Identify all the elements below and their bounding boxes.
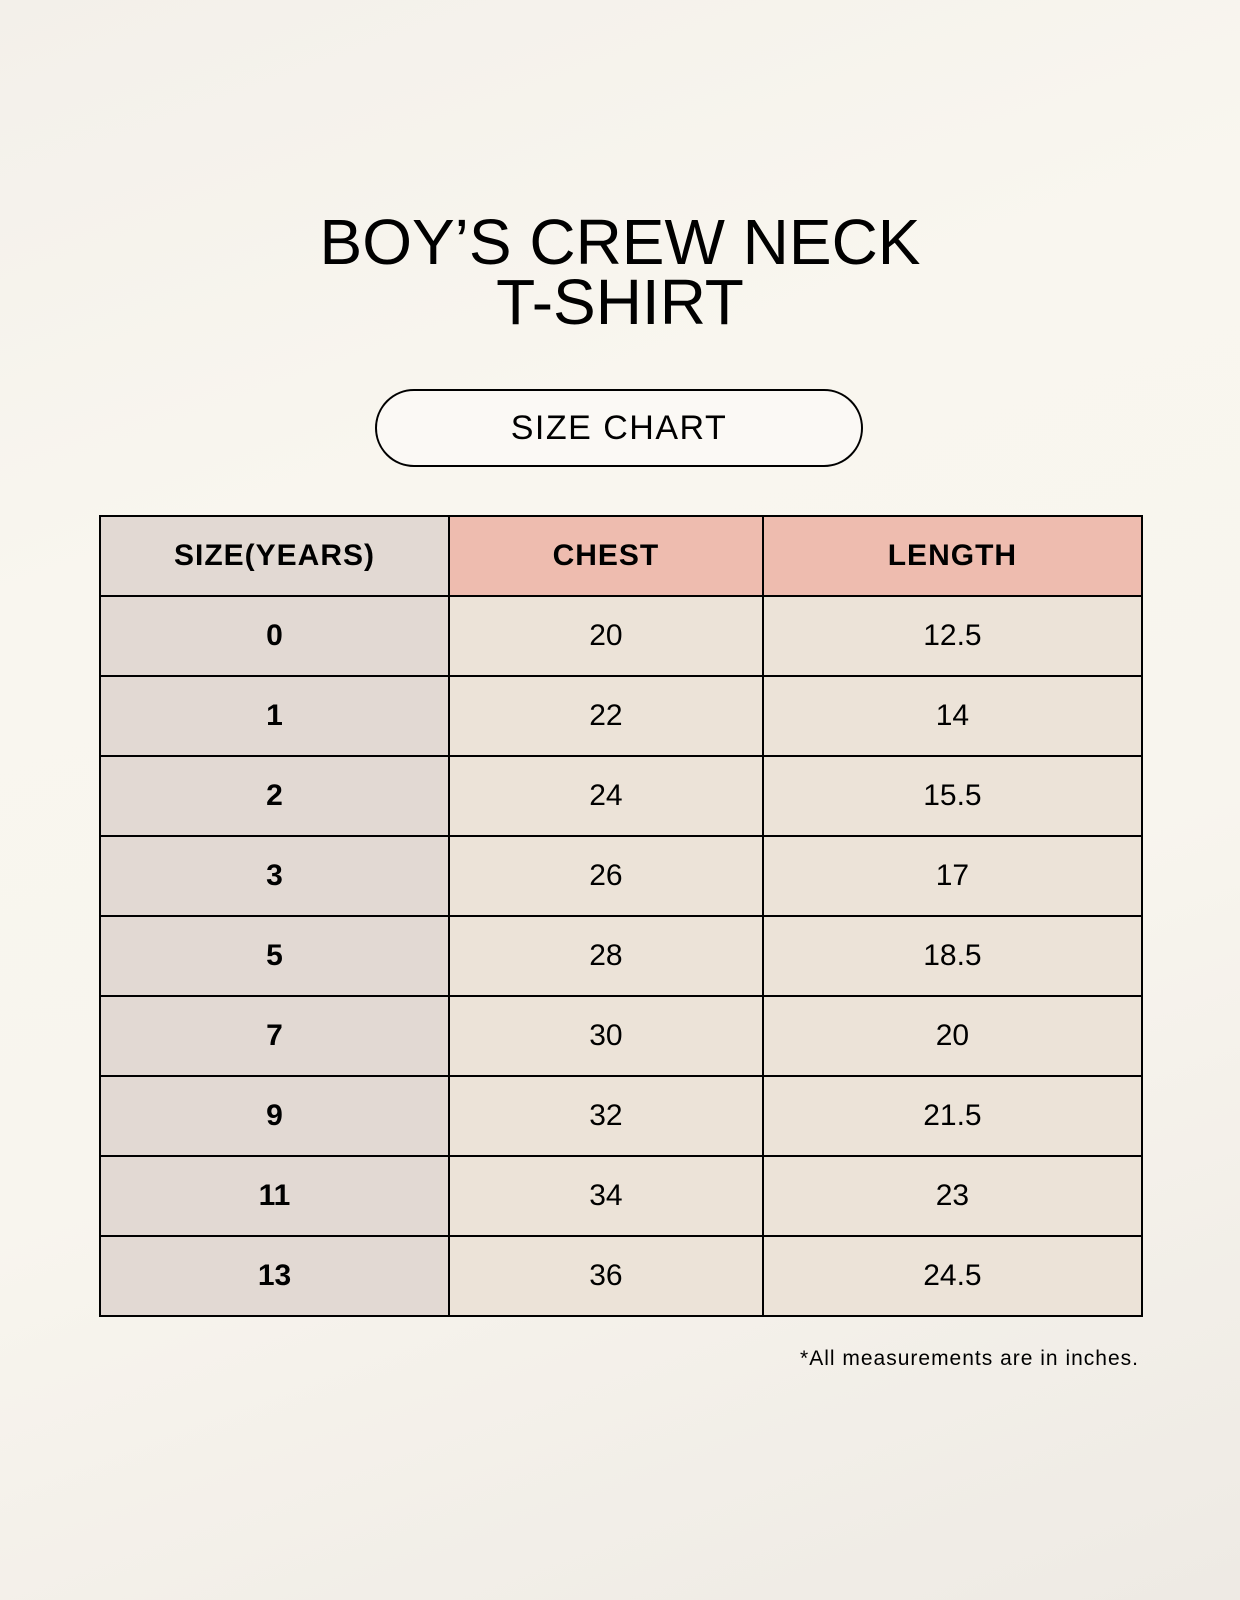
cell-size: 0: [99, 595, 450, 677]
page-title: BOY’S CREW NECK T-SHIRT: [0, 206, 1240, 338]
title-line-2: T-SHIRT: [496, 266, 744, 338]
cell-length: 24.5: [761, 1235, 1144, 1317]
cell-length: 18.5: [761, 915, 1144, 997]
table-row: 2 24 15.5: [99, 755, 1144, 837]
cell-chest: 34: [448, 1155, 764, 1237]
cell-length: 23: [761, 1155, 1144, 1237]
table-row: 3 26 17: [99, 835, 1144, 917]
table-row: 0 20 12.5: [99, 595, 1144, 677]
header-row: SIZE(YEARS) CHEST LENGTH: [99, 515, 1144, 597]
cell-chest: 28: [448, 915, 764, 997]
cell-chest: 24: [448, 755, 764, 837]
cell-chest: 30: [448, 995, 764, 1077]
cell-length: 21.5: [761, 1075, 1144, 1157]
cell-chest: 36: [448, 1235, 764, 1317]
cell-chest: 20: [448, 595, 764, 677]
table-row: 1 22 14: [99, 675, 1144, 757]
cell-chest: 22: [448, 675, 764, 757]
table-row: 13 36 24.5: [99, 1235, 1144, 1317]
header-size: SIZE(YEARS): [99, 515, 450, 597]
table-row: 7 30 20: [99, 995, 1144, 1077]
cell-length: 15.5: [761, 755, 1144, 837]
cell-chest: 26: [448, 835, 764, 917]
cell-size: 2: [99, 755, 450, 837]
cell-length: 17: [761, 835, 1144, 917]
header-length: LENGTH: [761, 515, 1144, 597]
header-chest: CHEST: [448, 515, 764, 597]
size-chart-badge: SIZE CHART: [375, 389, 863, 467]
cell-length: 12.5: [761, 595, 1144, 677]
cell-size: 13: [99, 1235, 450, 1317]
cell-chest: 32: [448, 1075, 764, 1157]
title-line-1: BOY’S CREW NECK: [319, 206, 921, 278]
cell-size: 7: [99, 995, 450, 1077]
cell-size: 11: [99, 1155, 450, 1237]
cell-size: 3: [99, 835, 450, 917]
cell-size: 9: [99, 1075, 450, 1157]
size-chart-table: SIZE(YEARS) CHEST LENGTH 0 20 12.5 1 22 14 2 24…: [99, 515, 1144, 1317]
footnote: *All measurements are in inches.: [800, 1347, 1139, 1370]
table-row: 9 32 21.5: [99, 1075, 1144, 1157]
cell-size: 1: [99, 675, 450, 757]
table-row: 5 28 18.5: [99, 915, 1144, 997]
cell-length: 14: [761, 675, 1144, 757]
cell-size: 5: [99, 915, 450, 997]
table-row: 11 34 23: [99, 1155, 1144, 1237]
cell-length: 20: [761, 995, 1144, 1077]
